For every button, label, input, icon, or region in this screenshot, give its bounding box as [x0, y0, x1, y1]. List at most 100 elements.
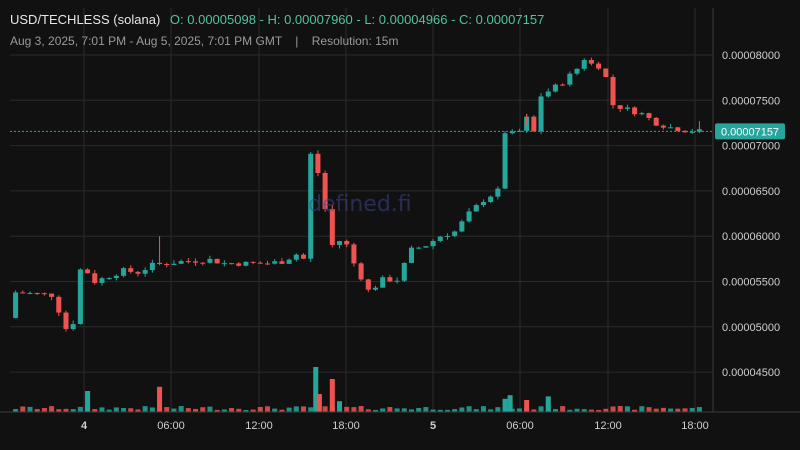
- candle-body: [214, 258, 220, 264]
- candle-body: [581, 60, 587, 69]
- candle-body: [41, 293, 47, 295]
- volume-bar: [236, 408, 242, 412]
- candle-body: [85, 269, 91, 274]
- candle-body: [423, 246, 429, 248]
- candle-body: [509, 131, 515, 134]
- volume-bar: [380, 408, 386, 412]
- price-tick-label: 0.00006500: [722, 186, 780, 198]
- candle-body: [92, 273, 98, 283]
- volume-bar: [603, 408, 609, 412]
- candle-body: [358, 263, 364, 280]
- volume-bar: [480, 406, 486, 412]
- candle-body: [466, 211, 472, 222]
- candle-body: [401, 262, 407, 281]
- grid-lines: [10, 8, 713, 412]
- candle-body: [365, 279, 371, 290]
- price-tick-label: 0.00006000: [722, 231, 780, 243]
- volume-bar: [617, 406, 623, 412]
- candle-body: [344, 241, 350, 245]
- volume-bar: [682, 408, 688, 412]
- volume-bar: [473, 409, 479, 412]
- current-price-tag-label: 0.00007157: [721, 126, 779, 138]
- volume-bar: [344, 406, 350, 412]
- volume-bar: [265, 406, 271, 412]
- candle-body: [437, 236, 443, 241]
- candle-body: [49, 293, 55, 297]
- volume-bar: [149, 407, 155, 412]
- candle-body: [380, 277, 386, 288]
- volume-bar: [588, 409, 594, 412]
- current-price-tag-bg: [715, 123, 785, 140]
- current-price-tag: 0.00007157: [10, 123, 785, 140]
- candle-body: [689, 131, 695, 133]
- volume-bar: [41, 408, 47, 412]
- candle-body: [639, 113, 645, 115]
- date-range: Aug 3, 2025, 7:01 PM - Aug 5, 2025, 7:01…: [10, 34, 282, 48]
- volume-bar: [229, 408, 235, 412]
- volume-bar: [214, 409, 220, 412]
- volume-bar: [660, 407, 666, 412]
- price-tick-label: 0.00005000: [722, 322, 780, 334]
- price-tick-label: 0.00007000: [722, 141, 780, 153]
- volume-bar: [113, 407, 119, 412]
- volume-bar-spike: [157, 386, 163, 412]
- volume-bar: [70, 409, 76, 412]
- volume-bar: [430, 409, 436, 412]
- title-row: USD/TECHLESS (solana) O: 0.00005098 - H:…: [10, 12, 544, 27]
- candle-body: [660, 125, 666, 128]
- candle-body: [308, 153, 314, 259]
- volume-bar: [351, 407, 357, 412]
- volume-bar: [459, 407, 465, 412]
- candle-body: [128, 268, 134, 272]
- candle-body: [430, 240, 436, 247]
- volume-bar: [531, 409, 537, 412]
- volume-bar: [308, 407, 314, 412]
- candle-body: [675, 127, 681, 132]
- candle-body: [416, 247, 422, 249]
- volume-bar: [416, 407, 422, 412]
- volume-bar-spike: [507, 395, 513, 412]
- volume-bar: [200, 407, 206, 412]
- time-axis: 4 06:00 12:00 18:00 5 06:00 12:00 18:00: [0, 411, 800, 432]
- volume-bar: [610, 406, 616, 412]
- volume-bar: [193, 408, 199, 412]
- volume-bar: [121, 408, 127, 412]
- candle-body: [243, 261, 249, 266]
- volume-bar: [632, 409, 638, 412]
- candle-body: [200, 262, 206, 264]
- volume-bar: [466, 406, 472, 412]
- volume-bar: [13, 409, 19, 412]
- volume-bar-spike: [316, 394, 322, 412]
- volume-bar-spike: [85, 391, 91, 412]
- candle-body: [20, 292, 26, 294]
- volume-bar: [257, 406, 263, 412]
- candle-body: [272, 261, 278, 264]
- volume-bar-spike: [545, 396, 551, 412]
- candle-body: [488, 196, 494, 202]
- volume-bar: [279, 409, 285, 412]
- candle-body: [27, 292, 33, 294]
- candle-body: [452, 231, 458, 236]
- volume-bar: [639, 406, 645, 412]
- candle-body: [315, 153, 321, 174]
- candle-body: [279, 261, 285, 264]
- volume-bar: [34, 409, 40, 412]
- volume-bar: [135, 409, 141, 412]
- volume-bar: [372, 409, 379, 412]
- volume-bar: [387, 407, 393, 412]
- candle-series: [13, 57, 702, 332]
- price-tick-label: 0.00004500: [722, 367, 780, 379]
- candle-body: [236, 263, 242, 266]
- volume-bar: [646, 407, 652, 412]
- candle-body: [142, 270, 148, 274]
- volume-bar: [401, 408, 407, 412]
- volume-bar-spike: [502, 398, 508, 412]
- candle-body: [646, 113, 652, 118]
- candle-body: [668, 127, 674, 129]
- candle-body: [185, 261, 191, 263]
- volume-bar: [596, 409, 602, 412]
- volume-bar: [538, 406, 544, 412]
- volume-bar-spike: [313, 367, 319, 412]
- volume-bar: [300, 406, 307, 412]
